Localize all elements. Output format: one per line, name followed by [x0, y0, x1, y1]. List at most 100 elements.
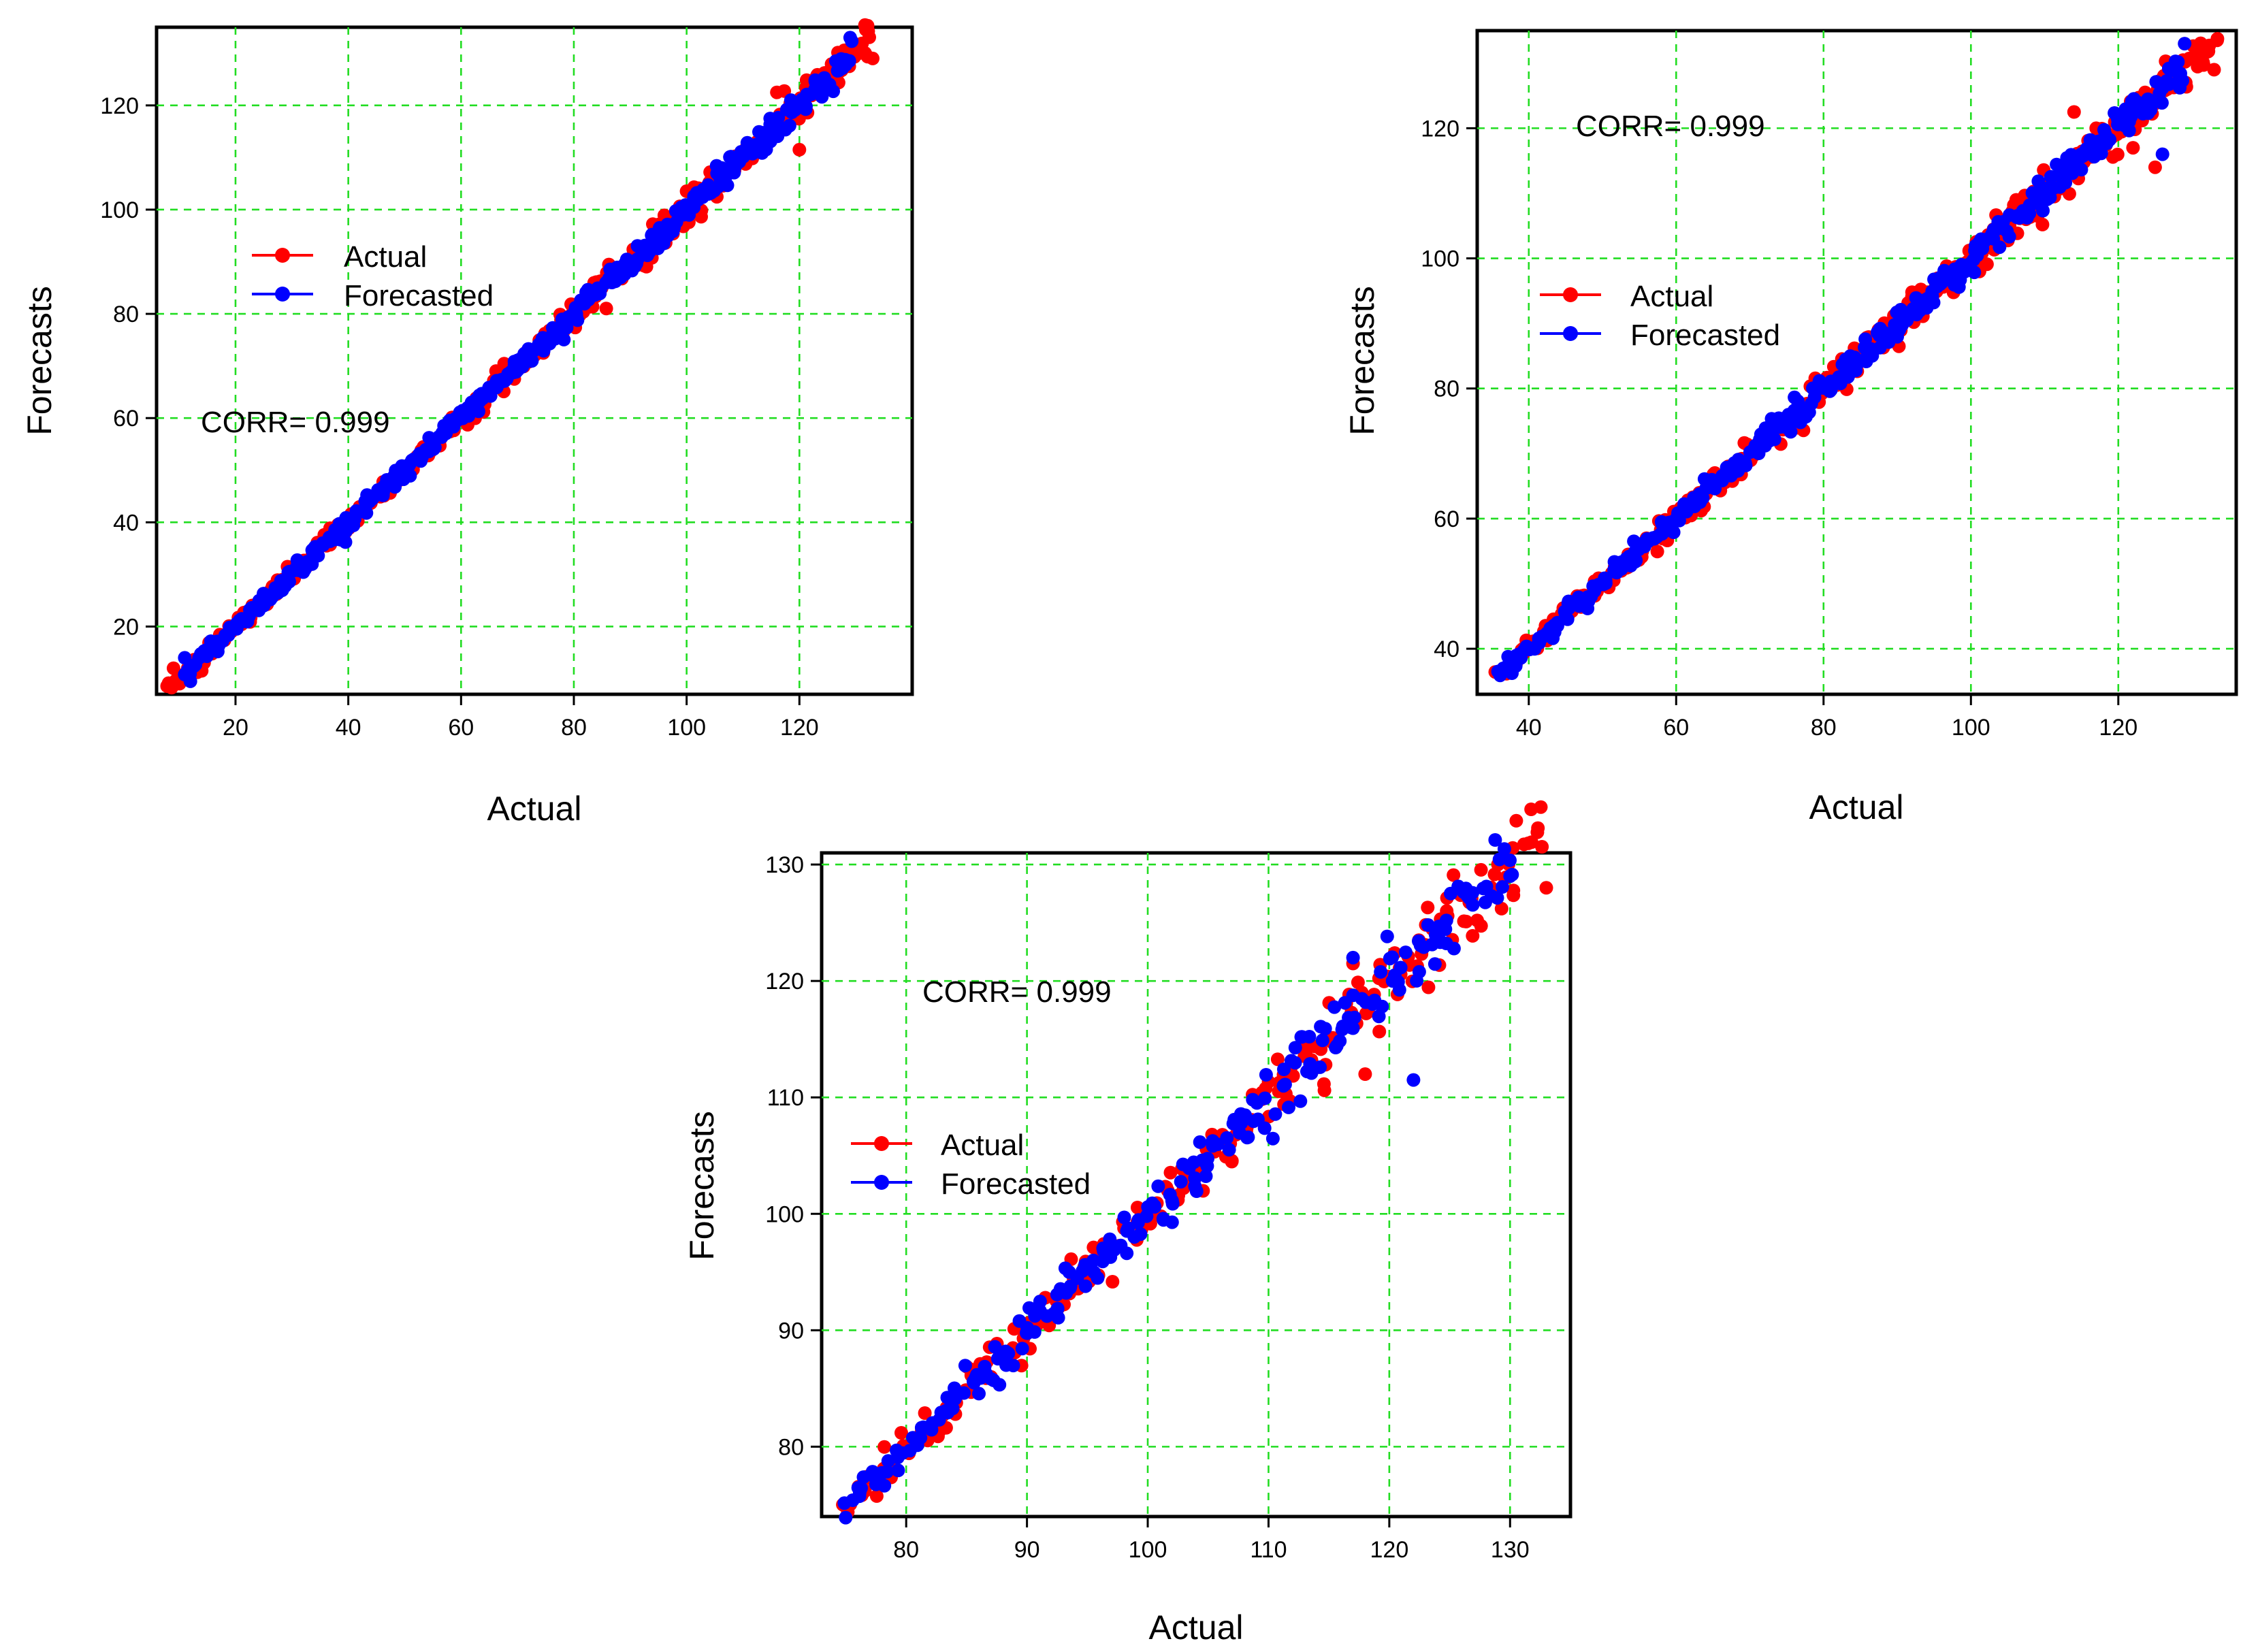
- actual-point: [1106, 1275, 1120, 1289]
- actual-point: [2126, 141, 2140, 155]
- forecasted-point: [891, 1463, 905, 1478]
- y-tick-label: 120: [765, 969, 804, 994]
- forecasted-point: [2155, 147, 2170, 161]
- forecasted-point: [1380, 929, 1394, 943]
- forecasted-point: [1347, 1010, 1361, 1024]
- forecasted-point: [2125, 95, 2139, 108]
- forecasted-point: [1392, 983, 1406, 997]
- corr-annotation: CORR= 0.999: [201, 406, 390, 439]
- legend: Actual Forecasted: [1540, 280, 1780, 352]
- forecasted-point: [589, 285, 603, 299]
- forecasted-point: [910, 1438, 924, 1453]
- actual-point: [2210, 33, 2224, 48]
- actual-point: [1317, 1077, 1331, 1091]
- y-tick-label: 80: [1434, 376, 1459, 402]
- data-points: [160, 18, 880, 695]
- forecasted-point: [838, 52, 852, 67]
- forecasted-point: [1040, 1309, 1054, 1323]
- forecasted-point: [1842, 367, 1856, 380]
- legend-forecasted-marker: [874, 1175, 889, 1190]
- forecasted-point: [1406, 1073, 1421, 1087]
- data-points: [1488, 32, 2225, 683]
- actual-point: [1358, 1067, 1372, 1081]
- forecasted-point: [1967, 265, 1982, 280]
- axis-ticks: 80 90 100 110 120 130 80 90 100 110 120 130: [765, 852, 1529, 1563]
- x-axis-label: Actual: [1149, 1608, 1244, 1647]
- x-tick-label: 100: [1952, 715, 1990, 741]
- actual-point: [2148, 160, 2162, 174]
- actual-point: [1980, 257, 1994, 272]
- actual-point: [1421, 980, 1436, 994]
- x-tick-label: 20: [223, 715, 248, 741]
- axis-ticks: 20 40 60 80 100 120 20 40 60 80 100 120: [100, 93, 818, 741]
- forecasted-point: [771, 110, 786, 125]
- forecasted-point: [1807, 390, 1822, 404]
- x-tick-label: 100: [1129, 1537, 1167, 1563]
- forecasted-point: [1148, 1200, 1162, 1214]
- actual-point: [860, 18, 875, 33]
- x-tick-label: 40: [1516, 715, 1542, 741]
- forecasted-point: [1133, 1227, 1148, 1242]
- actual-point: [2067, 105, 2081, 119]
- actual-point: [770, 85, 784, 99]
- forecasted-point: [1374, 965, 1388, 979]
- forecasted-point: [1628, 555, 1642, 569]
- forecasted-point: [1222, 1143, 1236, 1157]
- forecasted-point: [993, 1378, 1007, 1392]
- forecasted-point: [210, 645, 225, 659]
- forecasted-point: [2171, 55, 2185, 69]
- forecasted-point: [1503, 853, 1517, 867]
- forecasted-point: [1558, 610, 1572, 624]
- forecasted-point: [2178, 37, 2192, 51]
- forecasted-point: [338, 535, 353, 549]
- data-points: [836, 800, 1553, 1525]
- y-tick-label: 100: [765, 1201, 804, 1227]
- x-tick-label: 100: [667, 715, 706, 741]
- forecasted-point: [1447, 941, 1461, 956]
- forecasted-point: [1058, 1261, 1072, 1276]
- forecasted-point: [414, 454, 428, 468]
- corr-annotation: CORR= 0.999: [1576, 110, 1765, 143]
- forecasted-point: [1091, 1271, 1105, 1285]
- forecasted-point: [1288, 1056, 1302, 1070]
- actual-point: [1372, 1024, 1387, 1039]
- legend-forecasted-label: Forecasted: [1630, 319, 1780, 352]
- y-axis-label: Forecasts: [1343, 286, 1381, 436]
- legend-actual-label: Actual: [941, 1129, 1024, 1162]
- forecasted-point: [1598, 574, 1613, 588]
- forecasted-point: [1438, 922, 1453, 937]
- forecasted-point: [1993, 240, 2007, 255]
- actual-point: [1509, 813, 1523, 828]
- forecasted-point: [1953, 273, 1967, 287]
- forecasted-point: [2173, 80, 2187, 95]
- forecasted-point: [2099, 136, 2114, 150]
- forecasted-point: [2077, 148, 2091, 163]
- x-axis-label: Actual: [487, 790, 582, 828]
- forecasted-point: [1165, 1197, 1180, 1211]
- actual-point: [1457, 914, 1471, 928]
- forecasted-point: [1346, 950, 1360, 965]
- forecasted-point: [837, 1496, 852, 1510]
- forecasted-point: [1490, 891, 1504, 905]
- actual-point: [1270, 1052, 1285, 1067]
- forecasted-point: [1278, 1078, 1292, 1092]
- y-axis-label: Forecasts: [683, 1111, 721, 1261]
- x-tick-label: 90: [1014, 1537, 1040, 1563]
- forecasted-point: [1496, 880, 1509, 894]
- actual-point: [1466, 928, 1480, 943]
- forecasted-point: [296, 565, 310, 579]
- forecasted-point: [630, 257, 644, 270]
- forecasted-point: [1926, 295, 1941, 310]
- x-tick-label: 110: [1250, 1537, 1287, 1563]
- forecasted-point: [1201, 1152, 1214, 1166]
- actual-point: [2110, 147, 2125, 161]
- actual-point: [862, 30, 876, 44]
- forecasted-point: [1288, 1041, 1302, 1055]
- forecasted-point: [1410, 973, 1424, 988]
- forecasted-point: [1462, 891, 1477, 905]
- forecasted-point: [1302, 1030, 1317, 1043]
- forecasted-point: [641, 248, 654, 263]
- forecasted-point: [2036, 204, 2050, 218]
- actual-point: [918, 1406, 932, 1420]
- forecasted-point: [1428, 957, 1442, 971]
